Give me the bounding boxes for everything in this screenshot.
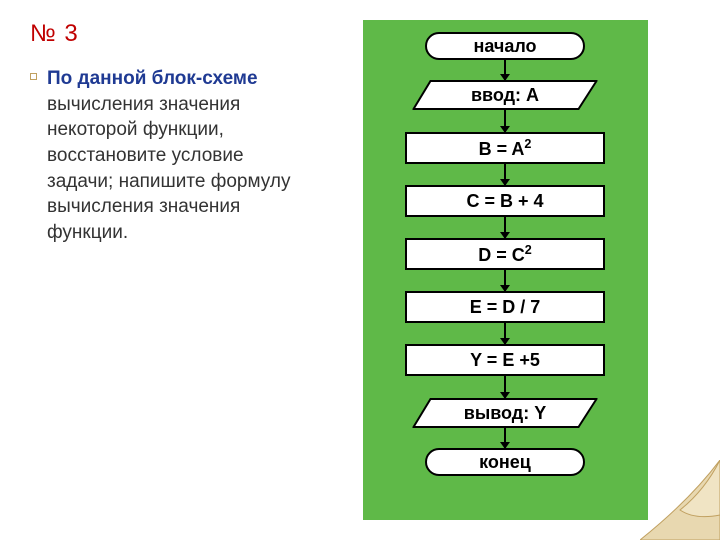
flow-node-output: вывод: Y [413,398,598,428]
body-text: По данной блок-схеме вычисления значения… [47,66,310,245]
flow-arrow [504,376,506,398]
flow-node-p5: Y = E +5 [405,344,605,376]
bullet-row: По данной блок-схеме вычисления значения… [30,66,310,245]
flow-node-p4: E = D / 7 [405,291,605,323]
flow-arrow [504,323,506,344]
flow-arrow [504,164,506,185]
flow-node-input: ввод: А [413,80,598,110]
flow-arrow [504,217,506,238]
bullet-icon [30,73,37,80]
flow-arrow [504,428,506,448]
flow-arrow [504,60,506,80]
flow-node-p1: B = A2 [405,132,605,164]
flow-node-end: конец [425,448,585,476]
slide-title: № 3 [30,20,310,48]
corner-fold-icon [640,460,720,540]
lead-text: По данной блок-схеме [47,68,258,89]
flow-node-start: начало [425,32,585,60]
flow-arrow [504,270,506,291]
flow-arrow [504,110,506,132]
flowchart-panel: начало ввод: А B = A2 C = B + 4 D = C2 E = D … [363,20,648,520]
rest-text: вычисления значения некоторой функции, в… [47,94,290,243]
flow-node-p3: D = C2 [405,238,605,270]
flow-node-p2: C = B + 4 [405,185,605,217]
